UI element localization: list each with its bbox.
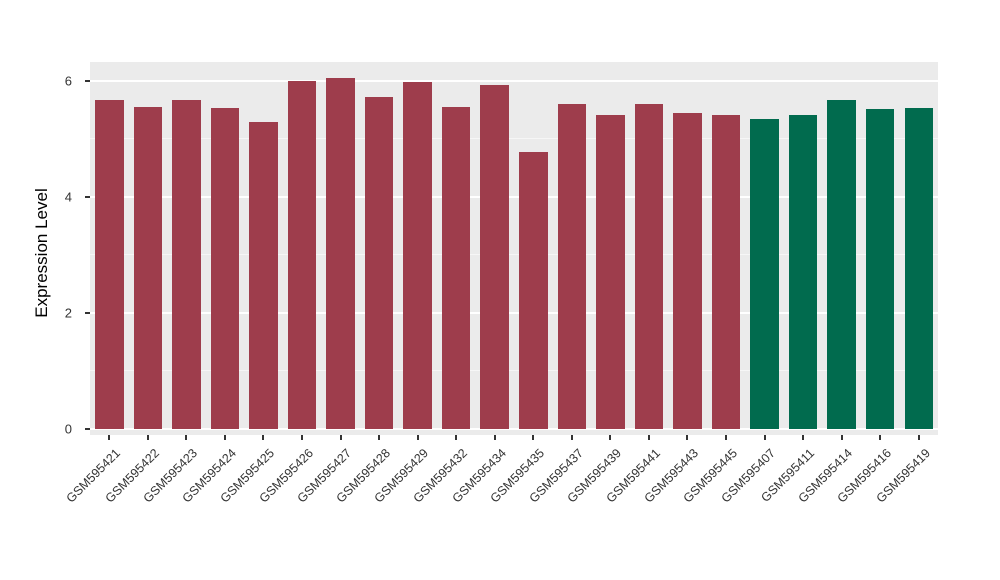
bar-slot — [129, 62, 168, 429]
x-tick-mark — [339, 435, 342, 440]
x-tick-mark — [917, 435, 920, 440]
bar-slot — [167, 62, 206, 429]
x-tick-mark — [223, 435, 226, 440]
bar-slot — [398, 62, 437, 429]
gridlines-layer — [90, 62, 938, 435]
bar-slot — [514, 62, 553, 429]
y-tick-label: 0 — [64, 421, 72, 437]
bar — [634, 104, 664, 429]
bar-slot — [784, 62, 823, 429]
x-tick-mark — [378, 435, 381, 440]
x-tick-mark — [532, 435, 535, 440]
bar — [788, 114, 818, 429]
x-tick-mark — [493, 435, 496, 440]
x-tick-mark — [416, 435, 419, 440]
plot-area — [90, 62, 938, 435]
x-tick-mark — [301, 435, 303, 440]
bar — [711, 114, 741, 429]
bar — [750, 118, 779, 429]
x-axis-tick-marks — [90, 435, 938, 440]
bar — [210, 108, 240, 429]
x-tick-mark — [609, 435, 612, 440]
bar-slot — [899, 62, 938, 429]
y-tick-label: 4 — [64, 189, 72, 205]
minor-gridline — [90, 138, 938, 139]
y-axis-tick-labels: 0 2 4 6 — [0, 62, 84, 437]
bar — [403, 82, 432, 429]
major-gridline — [90, 312, 938, 314]
bar-slot — [360, 62, 399, 429]
bar — [904, 107, 934, 429]
bar — [441, 107, 471, 429]
bar-slot — [475, 62, 514, 429]
bar-slot — [822, 62, 861, 429]
x-tick-mark — [262, 435, 265, 440]
x-tick-mark — [802, 435, 805, 440]
bar-slot — [553, 62, 592, 429]
bar-slot — [745, 62, 784, 429]
major-gridline — [90, 428, 938, 430]
bar-slot — [283, 62, 322, 429]
x-axis-tick-labels: GSM595421 GSM595422 GSM595423 GSM595424 GSM5… — [64, 444, 938, 574]
y-tick-label: 6 — [64, 73, 72, 89]
x-tick-mark — [647, 435, 650, 440]
bar-slot — [861, 62, 900, 429]
bar — [95, 99, 124, 429]
bar — [596, 114, 625, 429]
bar — [519, 152, 548, 429]
x-tick-mark — [185, 435, 188, 440]
y-tick-mark — [85, 312, 90, 314]
x-tick-mark — [763, 435, 766, 440]
bar — [133, 107, 163, 429]
bar — [557, 104, 587, 429]
y-tick-mark — [85, 196, 90, 198]
bar-slot — [668, 62, 707, 429]
x-tick-mark — [879, 435, 882, 440]
bar — [827, 100, 856, 429]
bars-layer — [90, 62, 938, 435]
y-tick-mark — [85, 428, 90, 430]
bar — [326, 77, 355, 429]
x-tick-mark — [686, 435, 689, 440]
minor-gridline — [90, 370, 938, 371]
bar-slot — [244, 62, 283, 429]
bar-slot — [591, 62, 630, 429]
bar — [172, 99, 201, 429]
x-tick-mark — [146, 435, 149, 440]
bar — [480, 85, 509, 429]
minor-gridline — [90, 254, 938, 255]
x-tick-mark — [455, 435, 458, 440]
x-tick-mark — [108, 435, 111, 440]
x-tick-mark — [570, 435, 573, 440]
bar-slot — [321, 62, 360, 429]
bar — [364, 96, 394, 429]
major-gridline — [90, 80, 938, 82]
bar-slot — [707, 62, 746, 429]
bar-slot — [437, 62, 476, 429]
x-tick-mark — [840, 435, 843, 440]
bar-slot — [206, 62, 245, 429]
bar-slot — [90, 62, 129, 429]
bar — [673, 112, 702, 429]
y-tick-mark — [85, 80, 90, 82]
major-gridline — [90, 196, 938, 198]
bar — [287, 81, 317, 429]
bar — [865, 108, 895, 429]
y-axis-tick-marks — [85, 62, 90, 435]
y-tick-label: 2 — [64, 305, 72, 321]
bar — [249, 121, 278, 429]
x-tick-mark — [725, 435, 727, 440]
bar-slot — [630, 62, 669, 429]
